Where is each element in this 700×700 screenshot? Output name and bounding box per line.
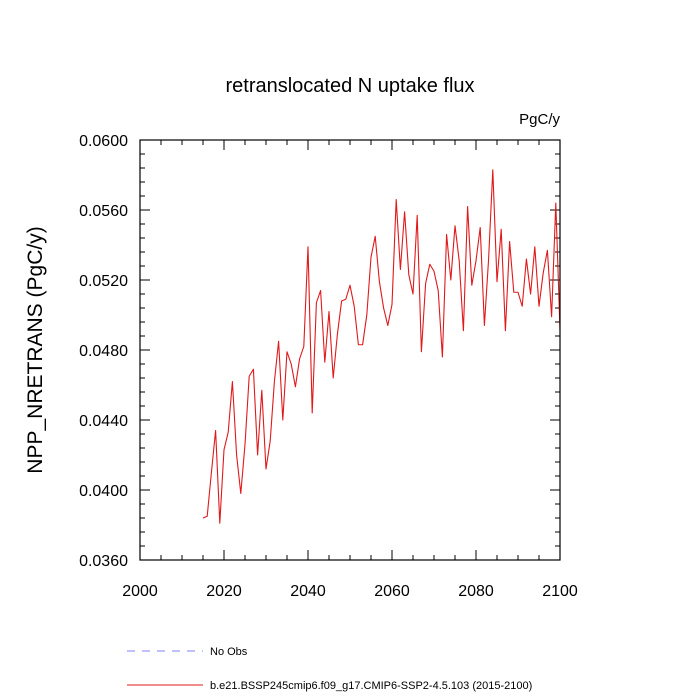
legend-label-no-obs: No Obs	[210, 646, 248, 658]
x-tick-label: 2060	[374, 583, 410, 600]
x-tick-label: 2040	[290, 583, 326, 600]
x-tick-label: 2100	[542, 583, 578, 600]
plot-frame	[139, 139, 561, 561]
y-tick-label: 0.0400	[79, 483, 128, 500]
axis-tick-labels: 2000 2020 2040 2060 2080 2100 0.0360 0.0400 0.04…	[79, 133, 578, 600]
series-line-ssp245	[202, 169, 561, 524]
series-layer	[202, 169, 561, 524]
y-tick-label: 0.0360	[79, 553, 128, 570]
y-tick-label: 0.0440	[79, 413, 128, 430]
x-tick-label: 2020	[206, 583, 242, 600]
y-tick-label: 0.0520	[79, 273, 128, 290]
y-tick-label: 0.0560	[79, 203, 128, 220]
y-axis-label: NPP_NRETRANS (PgC/y)	[24, 226, 47, 473]
legend-label-ssp245: b.e21.BSSP245cmip6.f09_g17.CMIP6-SSP2-4.…	[210, 680, 532, 692]
axis-ticks	[139, 139, 561, 561]
legend: No Obs b.e21.BSSP245cmip6.f09_g17.CMIP6-…	[127, 646, 532, 692]
x-tick-label: 2000	[122, 583, 158, 600]
y-tick-label: 0.0480	[79, 343, 128, 360]
chart-title: retranslocated N uptake flux	[225, 75, 474, 97]
x-tick-label: 2080	[458, 583, 494, 600]
units-label: PgC/y	[519, 111, 560, 128]
y-tick-label: 0.0600	[79, 133, 128, 150]
